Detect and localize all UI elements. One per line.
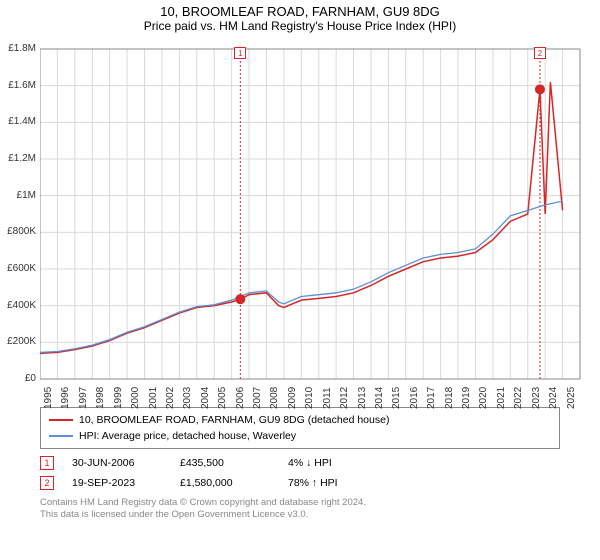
legend-swatch: [49, 419, 73, 421]
x-axis-label: 1995: [43, 387, 54, 409]
x-axis-label: 2021: [496, 387, 507, 409]
x-axis-label: 1998: [95, 387, 106, 409]
annotation-price: £435,500: [180, 457, 270, 469]
x-axis-label: 2020: [478, 387, 489, 409]
x-axis-label: 2010: [304, 387, 315, 409]
y-axis-label: £1.2M: [0, 153, 36, 164]
x-axis-label: 2018: [444, 387, 455, 409]
x-axis-label: 2017: [426, 387, 437, 409]
annotation-flag: 1: [234, 47, 246, 59]
y-axis-label: £1.8M: [0, 43, 36, 54]
x-axis-label: 2023: [531, 387, 542, 409]
x-axis-label: 2012: [339, 387, 350, 409]
x-axis-label: 2013: [357, 387, 368, 409]
y-axis-label: £800K: [0, 226, 36, 237]
legend-item: HPI: Average price, detached house, Wave…: [49, 428, 551, 444]
x-axis-label: 2016: [409, 387, 420, 409]
annotation-pct: 78% ↑ HPI: [288, 477, 368, 489]
footer-line-1: Contains HM Land Registry data © Crown c…: [40, 497, 560, 509]
chart-container: 10, BROOMLEAF ROAD, FARNHAM, GU9 8DG Pri…: [0, 0, 600, 560]
x-axis-label: 2014: [374, 387, 385, 409]
annotation-date: 30-JUN-2006: [72, 457, 162, 469]
legend-item: 10, BROOMLEAF ROAD, FARNHAM, GU9 8DG (de…: [49, 412, 551, 428]
x-axis-label: 1997: [78, 387, 89, 409]
y-axis-label: £1.6M: [0, 80, 36, 91]
footer-line-2: This data is licensed under the Open Gov…: [40, 509, 560, 521]
chart-area: £0£200K£400K£600K£800K£1M£1.2M£1.4M£1.6M…: [40, 39, 596, 399]
y-axis-label: £1.4M: [0, 116, 36, 127]
annotation-pct: 4% ↓ HPI: [288, 457, 368, 469]
x-axis-label: 1999: [113, 387, 124, 409]
legend: 10, BROOMLEAF ROAD, FARNHAM, GU9 8DG (de…: [40, 407, 560, 449]
annotation-marker: 2: [40, 476, 54, 490]
legend-swatch: [49, 435, 73, 437]
annotation-marker: 1: [40, 456, 54, 470]
x-axis-label: 2007: [252, 387, 263, 409]
x-axis-label: 1996: [60, 387, 71, 409]
chart-title: 10, BROOMLEAF ROAD, FARNHAM, GU9 8DG: [0, 0, 600, 19]
legend-label: HPI: Average price, detached house, Wave…: [79, 430, 296, 442]
x-axis-label: 2024: [548, 387, 559, 409]
footer-attribution: Contains HM Land Registry data © Crown c…: [40, 497, 560, 522]
x-axis-label: 2003: [182, 387, 193, 409]
y-axis-label: £600K: [0, 263, 36, 274]
x-axis-label: 2025: [566, 387, 577, 409]
y-axis-label: £1M: [0, 190, 36, 201]
y-axis-label: £400K: [0, 300, 36, 311]
x-axis-label: 2015: [391, 387, 402, 409]
y-axis-label: £0: [0, 373, 36, 384]
x-axis-label: 2008: [269, 387, 280, 409]
x-axis-label: 2005: [217, 387, 228, 409]
x-axis-label: 2022: [513, 387, 524, 409]
x-axis-label: 2000: [130, 387, 141, 409]
annotation-price: £1,580,000: [180, 477, 270, 489]
x-axis-label: 2011: [322, 387, 333, 409]
annotation-row: 2 19-SEP-2023 £1,580,000 78% ↑ HPI: [40, 473, 560, 493]
annotation-table: 1 30-JUN-2006 £435,500 4% ↓ HPI 2 19-SEP-2023…: [40, 453, 560, 493]
chart-subtitle: Price paid vs. HM Land Registry's House …: [0, 19, 600, 39]
x-axis-label: 2019: [461, 387, 472, 409]
legend-label: 10, BROOMLEAF ROAD, FARNHAM, GU9 8DG (de…: [79, 414, 389, 426]
chart-plot: [40, 39, 596, 399]
annotation-flag: 2: [534, 47, 546, 59]
x-axis-label: 2004: [200, 387, 211, 409]
y-axis-label: £200K: [0, 336, 36, 347]
annotation-date: 19-SEP-2023: [72, 477, 162, 489]
x-axis-label: 2009: [287, 387, 298, 409]
annotation-row: 1 30-JUN-2006 £435,500 4% ↓ HPI: [40, 453, 560, 473]
x-axis-label: 2001: [148, 387, 159, 409]
x-axis-label: 2002: [165, 387, 176, 409]
x-axis-label: 2006: [235, 387, 246, 409]
